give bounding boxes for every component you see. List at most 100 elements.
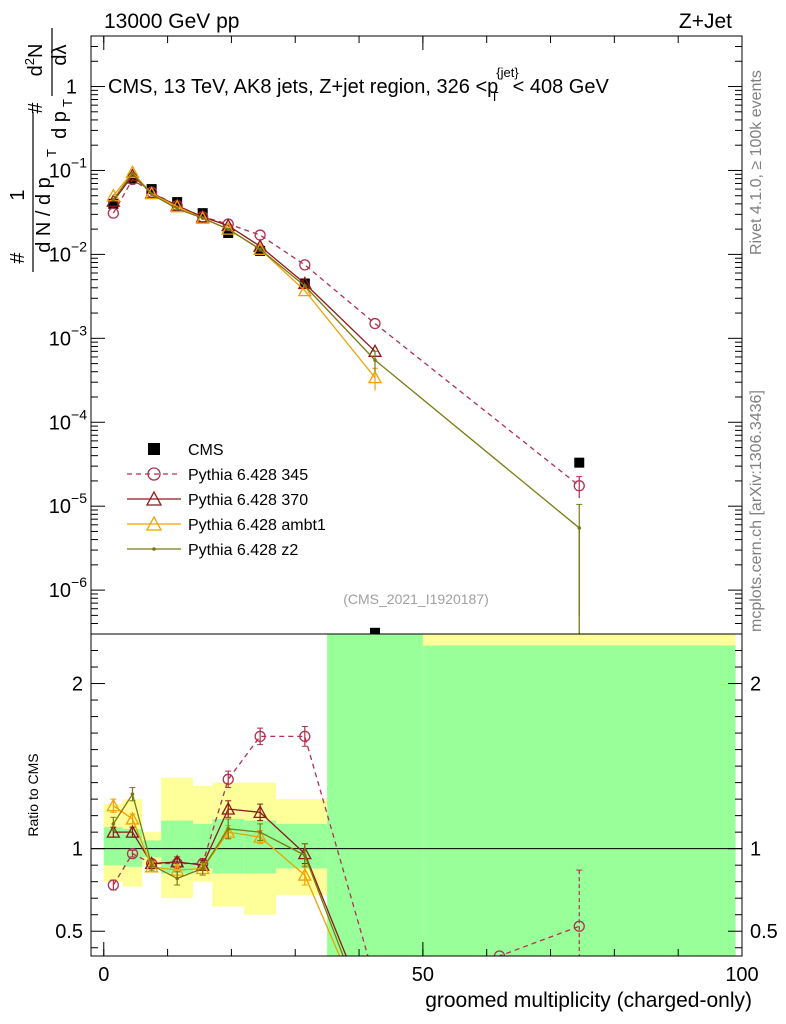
- legend-label: Pythia 6.428 z2: [188, 542, 298, 559]
- y-tick-label: 10−1: [49, 154, 87, 182]
- y-label-hash-2: #: [25, 102, 47, 114]
- data-marker: [221, 221, 236, 235]
- data-marker: [299, 730, 311, 743]
- series-line: [112, 174, 376, 352]
- data-marker: [144, 186, 159, 200]
- title-subscript: T: [491, 89, 499, 104]
- data-marker: [253, 241, 268, 255]
- ratio-frame-border: [90, 633, 743, 957]
- main-series-3: [106, 164, 383, 391]
- header-energy-label: 13000 GeV pp: [104, 10, 239, 33]
- legend-entry-3: Pythia 6.428 ambt1: [127, 515, 326, 534]
- y-tick-label: 10−4: [49, 406, 87, 434]
- data-marker: [258, 830, 262, 834]
- data-marker: [170, 199, 185, 213]
- data-marker: [297, 867, 312, 881]
- ratio-y-tick-label: 0.5: [55, 921, 83, 943]
- main-series-1: [107, 173, 585, 499]
- data-marker: [111, 822, 116, 826]
- y-label-one: 1: [7, 189, 29, 200]
- green-band-8: [327, 634, 423, 956]
- main-y-axis: 10−610−510−410−310−210−11: [49, 35, 743, 635]
- legend-entry-2: Pythia 6.428 370: [127, 490, 308, 509]
- analysis-watermark: (CMS_2021_I1920187): [343, 591, 489, 607]
- rivet-version-label: Rivet 4.1.0, ≥ 100k events: [748, 70, 765, 255]
- data-marker: [226, 227, 231, 231]
- green-band-4: [193, 823, 213, 869]
- y-label-2: 2: [22, 58, 37, 65]
- ratio-y-tick-label: 1: [72, 839, 83, 861]
- series-line: [112, 178, 580, 487]
- y-tick-base: 10: [49, 160, 71, 182]
- title-superscript: {jet}: [496, 65, 519, 80]
- plot-title: CMS, 13 TeV, AK8 jets, Z+jet region, 326…: [108, 65, 609, 104]
- y-tick-exponent: −4: [71, 406, 87, 422]
- ratio-frame: [90, 633, 743, 957]
- ratio-y-axis-label: Ratio to CMS: [25, 753, 41, 836]
- data-marker: [125, 824, 140, 838]
- y-tick-label: 1: [66, 77, 77, 99]
- main-series-4: [111, 171, 583, 634]
- ratio-series-layer: [106, 725, 585, 956]
- ratio-x-tick-label: 50: [412, 964, 434, 986]
- y-tick-label: 10−6: [49, 574, 87, 602]
- data-marker: [145, 490, 163, 506]
- data-marker: [130, 792, 135, 796]
- ratio-x-tick-label: 100: [725, 964, 758, 986]
- main-series-2: [106, 168, 383, 357]
- ratio-y-tick-label-right: 2: [750, 674, 761, 696]
- y-tick-base: 10: [49, 244, 71, 266]
- data-marker: [149, 863, 154, 867]
- data-marker: [175, 206, 179, 211]
- data-marker: [200, 866, 205, 871]
- y-tick-exponent: −6: [71, 574, 87, 590]
- y-tick-label: 10−3: [49, 322, 87, 350]
- data-marker: [149, 192, 154, 197]
- data-marker: [111, 197, 116, 202]
- y-tick-base: 10: [49, 328, 71, 350]
- header-process-label: Z+Jet: [679, 10, 732, 33]
- data-marker: [106, 798, 121, 812]
- data-marker: [152, 547, 156, 551]
- y-label-sub-T-2: T: [60, 99, 75, 107]
- data-marker: [107, 879, 119, 891]
- data-marker: [146, 184, 157, 195]
- data-marker: [106, 824, 121, 838]
- data-marker: [222, 773, 234, 785]
- data-marker: [297, 283, 312, 297]
- data-marker: [253, 804, 268, 818]
- legend-label: Pythia 6.428 ambt1: [188, 517, 326, 534]
- ratio-uncertainty-bands: [91, 634, 742, 956]
- legend: CMS Pythia 6.428 345 Pythia 6.428 370 Pythi…: [127, 442, 326, 559]
- data-marker: [303, 853, 307, 858]
- y-label-N: N: [25, 44, 47, 58]
- title-pt-symbol: p: [487, 76, 498, 98]
- data-marker: [200, 216, 205, 220]
- data-marker: [147, 467, 161, 481]
- legend-entry-0: CMS: [148, 442, 224, 459]
- data-marker: [493, 950, 506, 956]
- ratio-x-tick-label: 0: [98, 964, 109, 986]
- data-marker: [221, 801, 236, 815]
- y-tick-base: 10: [49, 580, 71, 602]
- data-marker: [574, 457, 585, 468]
- data-marker: [223, 227, 234, 238]
- legend-label: Pythia 6.428 345: [188, 467, 308, 484]
- mcplots-label: mcplots.cern.ch [arXiv:1306.3436]: [748, 390, 765, 632]
- main-series-0: [108, 173, 585, 634]
- data-marker: [108, 198, 119, 209]
- data-marker: [258, 247, 262, 252]
- green-band-7: [276, 823, 328, 869]
- y-label-dN-dpT: d N / d p: [33, 177, 55, 253]
- y-tick-base: 10: [49, 412, 71, 434]
- ratio-y-tick-label-right: 0.5: [750, 921, 778, 943]
- data-marker: [127, 173, 138, 184]
- data-marker: [125, 811, 140, 825]
- data-marker: [125, 164, 140, 178]
- ratio-series-3: [110, 787, 344, 956]
- data-marker: [253, 829, 268, 843]
- green-band-1: [122, 828, 143, 867]
- legend-entry-1: Pythia 6.428 345: [127, 467, 308, 484]
